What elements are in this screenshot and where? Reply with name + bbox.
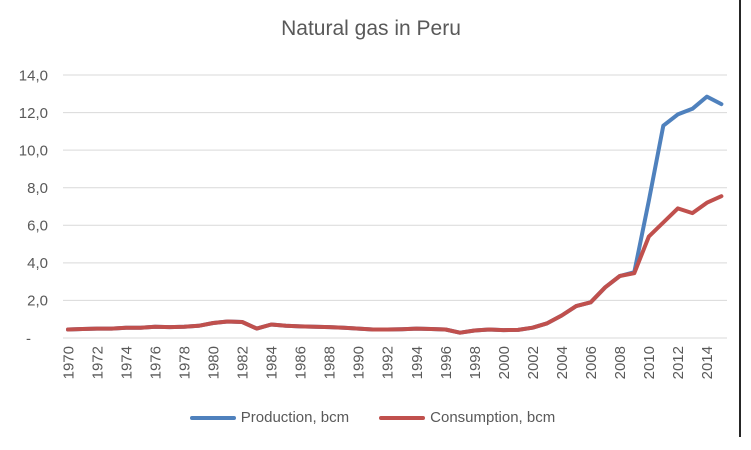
legend-item-consumption: Consumption, bcm — [379, 409, 555, 426]
legend-item-production: Production, bcm — [189, 409, 350, 426]
svg-text:1972: 1972 — [89, 346, 106, 379]
svg-text:1980: 1980 — [205, 346, 222, 379]
svg-text:1982: 1982 — [234, 346, 251, 379]
legend-label-consumption: Consumption, bcm — [430, 409, 556, 426]
svg-text:1998: 1998 — [467, 346, 484, 379]
svg-text:1970: 1970 — [60, 346, 77, 379]
svg-text:6,0: 6,0 — [27, 218, 48, 235]
legend: Production, bcm Consumption, bcm — [0, 409, 745, 426]
svg-text:1986: 1986 — [293, 346, 310, 379]
svg-text:1988: 1988 — [322, 346, 339, 379]
svg-text:2012: 2012 — [670, 346, 687, 379]
svg-text:1984: 1984 — [264, 346, 281, 379]
chart-object-right-border — [739, 0, 741, 437]
gridlines — [63, 74, 727, 339]
svg-text:1992: 1992 — [380, 346, 397, 379]
y-axis-labels: - 2,0 4,0 6,0 8,0 10,0 12,0 14,0 — [19, 67, 48, 347]
series-line-consumption — [66, 194, 724, 335]
svg-text:12,0: 12,0 — [19, 105, 48, 122]
svg-text:1990: 1990 — [351, 346, 368, 379]
svg-text:14,0: 14,0 — [19, 67, 48, 84]
svg-text:1974: 1974 — [118, 346, 135, 379]
series-line-production — [66, 94, 724, 335]
svg-text:8,0: 8,0 — [27, 180, 48, 197]
chart-title: Natural gas in Peru — [281, 17, 461, 40]
series-lines — [66, 94, 724, 335]
svg-text:1996: 1996 — [438, 346, 455, 379]
svg-text:-: - — [26, 330, 31, 347]
svg-text:1978: 1978 — [176, 346, 193, 379]
svg-text:2,0: 2,0 — [27, 293, 48, 310]
svg-text:10,0: 10,0 — [19, 142, 48, 159]
svg-text:2002: 2002 — [525, 346, 542, 379]
svg-text:2004: 2004 — [554, 346, 571, 379]
svg-text:2014: 2014 — [699, 346, 716, 379]
svg-text:2006: 2006 — [583, 346, 600, 379]
legend-swatch-consumption — [379, 415, 426, 420]
svg-text:2008: 2008 — [612, 346, 629, 379]
svg-text:2010: 2010 — [641, 346, 658, 379]
svg-text:1976: 1976 — [147, 346, 164, 379]
legend-label-production: Production, bcm — [240, 409, 350, 426]
x-axis-labels: 1970 1972 1974 1976 1978 1980 1982 1984 1986 1988… — [60, 346, 716, 379]
svg-text:1994: 1994 — [409, 346, 426, 379]
legend-swatch-production — [189, 415, 236, 420]
svg-text:2000: 2000 — [496, 346, 513, 379]
svg-text:4,0: 4,0 — [27, 255, 48, 272]
